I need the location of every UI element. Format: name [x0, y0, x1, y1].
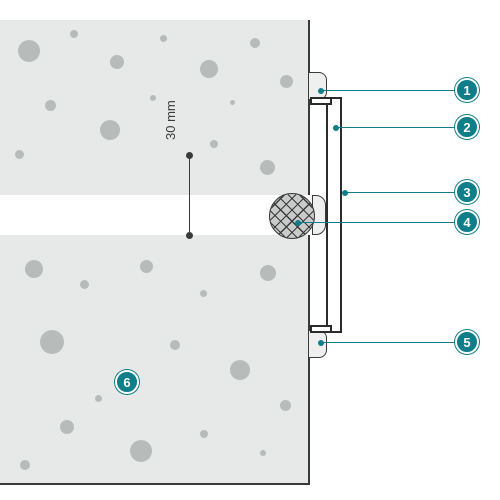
callout-3: 3 [455, 180, 479, 204]
speck [260, 450, 266, 456]
speck [60, 420, 74, 434]
speck [140, 260, 153, 273]
leader-line [297, 222, 455, 223]
sealant-bead [308, 72, 327, 100]
speck [160, 35, 167, 42]
dimension-dot-top [186, 152, 193, 159]
leader-line [320, 342, 455, 343]
leader-pin [342, 190, 348, 196]
backer-rod [269, 193, 315, 239]
callout-4: 4 [455, 210, 479, 234]
speck [40, 330, 64, 354]
speck [200, 60, 218, 78]
speck [18, 40, 40, 62]
leader-pin [318, 88, 324, 94]
leader-pin [318, 340, 324, 346]
callout-6: 6 [115, 370, 139, 394]
speck [260, 265, 276, 281]
callout-2: 2 [455, 115, 479, 139]
dimension-line [189, 155, 190, 235]
speck [45, 100, 56, 111]
speck [210, 140, 218, 148]
speck [15, 150, 24, 159]
cover-plate-segment [310, 325, 332, 333]
speck [20, 460, 30, 470]
leader-pin [333, 125, 339, 131]
cover-plate-segment [310, 97, 332, 105]
speck [70, 30, 78, 38]
speck [110, 55, 124, 69]
speck [250, 38, 260, 48]
speck [170, 340, 180, 350]
speck [200, 430, 208, 438]
speck [230, 360, 250, 380]
speck [200, 290, 207, 297]
speck [230, 100, 235, 105]
dimension-dot-bottom [186, 232, 193, 239]
speck [280, 400, 291, 411]
leader-line [320, 90, 455, 91]
speck [100, 120, 120, 140]
leader-line [344, 192, 455, 193]
speck [260, 160, 275, 175]
diagram-stage: 30 mm 1 2 3 4 5 6 [0, 0, 500, 500]
cover-plate-segment [326, 97, 342, 333]
leader-line [335, 127, 455, 128]
speck [130, 440, 152, 462]
leader-pin [295, 220, 301, 226]
callout-5: 5 [455, 330, 479, 354]
speck [95, 395, 102, 402]
speck [150, 95, 156, 101]
speck [280, 75, 293, 88]
dimension-label: 30 mm [163, 100, 178, 140]
speck [80, 280, 89, 289]
callout-1: 1 [455, 78, 479, 102]
speck [25, 260, 43, 278]
